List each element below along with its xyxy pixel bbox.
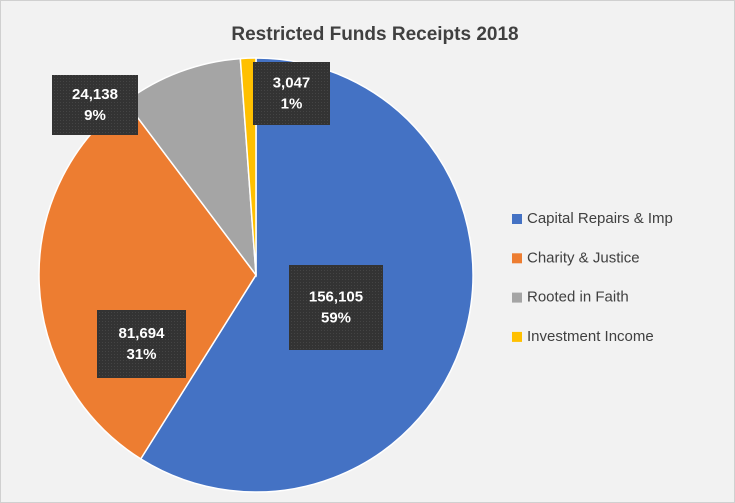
data-label-box — [289, 265, 383, 350]
data-label: 156,105 — [309, 288, 363, 305]
data-label: 31% — [126, 346, 156, 363]
legend-label: Charity & Justice — [527, 249, 640, 266]
data-label: 24,138 — [72, 86, 118, 103]
data-label-box — [253, 62, 330, 125]
legend-swatch — [512, 292, 522, 303]
data-label: 3,047 — [273, 74, 311, 91]
chart-title: Restricted Funds Receipts 2018 — [231, 24, 518, 45]
legend-label: Rooted in Faith — [527, 289, 629, 306]
data-label: 81,694 — [119, 325, 166, 342]
legend-swatch — [512, 253, 522, 264]
pie-slice — [38, 100, 257, 460]
data-label: 9% — [84, 107, 106, 124]
legend-swatch — [512, 214, 522, 224]
data-label-box — [97, 310, 186, 378]
legend-swatch — [512, 331, 522, 342]
pie-slice — [239, 57, 257, 276]
data-label: 59% — [321, 309, 351, 326]
legend-label: Capital Repairs & Imp — [527, 210, 673, 227]
data-label: 1% — [281, 95, 303, 112]
legend-label: Investment Income — [527, 328, 654, 345]
data-label-box — [52, 75, 138, 135]
